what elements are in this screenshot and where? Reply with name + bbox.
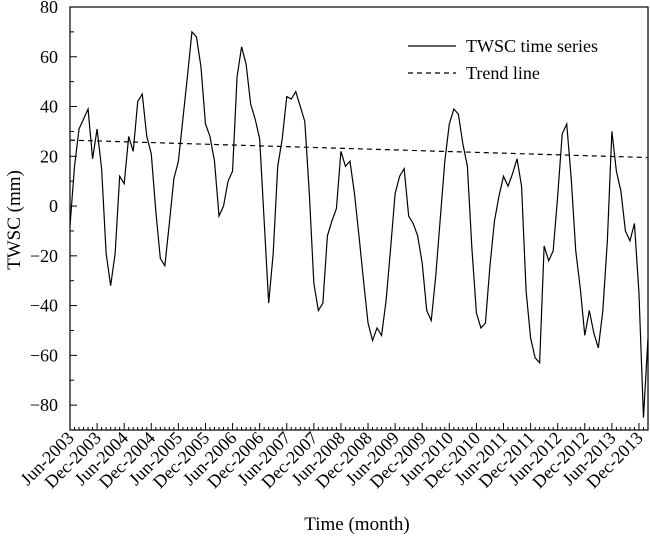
y-tick-label: −80: [30, 395, 58, 415]
y-tick-label: 80: [40, 0, 58, 17]
x-axis-title: Time (month): [304, 514, 409, 535]
y-tick-label: −40: [30, 296, 58, 316]
legend: TWSC time series Trend line: [408, 36, 598, 83]
series-layer: [69, 30, 649, 418]
x-axis-ticks: Jun-2003Dec-2003Jun-2004Dec-2004Jun-2005…: [16, 423, 649, 492]
y-tick-label: 20: [40, 146, 58, 166]
y-axis-title: TWSC (mm): [4, 170, 25, 270]
y-tick-label: −20: [30, 246, 58, 266]
trend-line: [69, 139, 649, 159]
twsc-time-series-line: [69, 30, 649, 418]
legend-label-twsc: TWSC time series: [466, 36, 598, 56]
y-tick-label: 60: [40, 47, 58, 67]
legend-label-trend: Trend line: [466, 63, 540, 83]
y-tick-label: 0: [49, 196, 58, 216]
y-axis-ticks: −80 −60 −40 −20 0 20 40 60 80: [30, 0, 77, 431]
y-tick-label: −60: [30, 345, 58, 365]
y-tick-label: 40: [40, 97, 58, 117]
